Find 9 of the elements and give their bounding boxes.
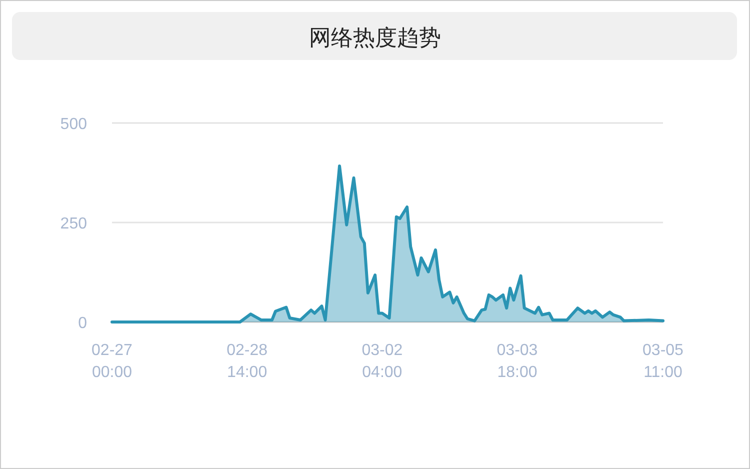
x-tick-label: 03-02 04:00 <box>362 342 403 381</box>
x-tick-label: 03-05 11:00 <box>642 342 684 381</box>
y-tick-label: 250 <box>60 216 88 232</box>
y-tick-label: 0 <box>78 315 88 332</box>
x-tick-label: 02-27 00:00 <box>92 342 133 381</box>
x-tick-label: 03-03 18:00 <box>496 342 538 381</box>
chart-title: 网络热度趋势 <box>309 25 441 50</box>
y-tick-label: 500 <box>60 116 88 133</box>
x-tick-label: 02-28 14:00 <box>226 342 268 381</box>
